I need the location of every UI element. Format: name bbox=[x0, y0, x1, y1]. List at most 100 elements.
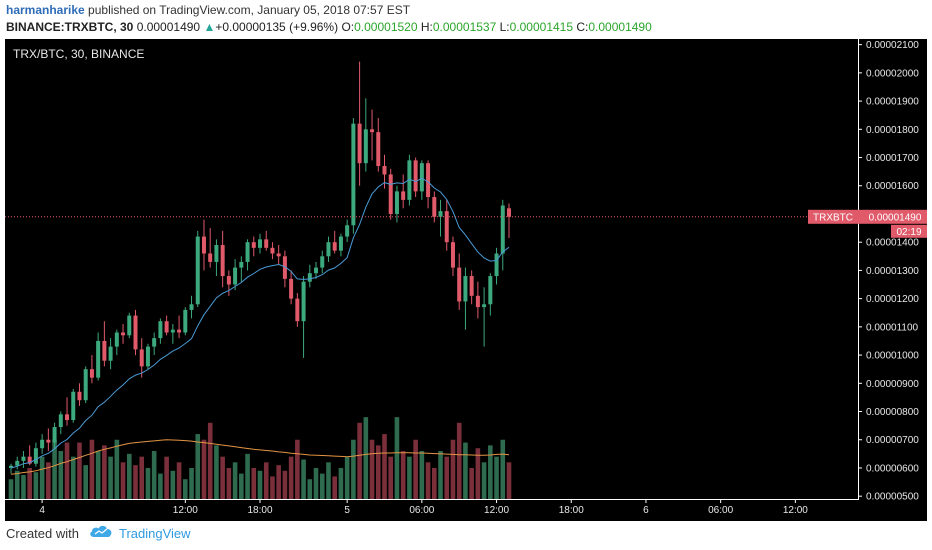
candle-body bbox=[158, 321, 163, 339]
published-text: published on TradingView.com, January 05… bbox=[88, 3, 411, 17]
candle-body bbox=[77, 391, 82, 401]
volume-bar bbox=[363, 417, 369, 499]
volume-bar bbox=[276, 465, 281, 499]
volume-bar bbox=[270, 476, 275, 499]
candle-body bbox=[494, 253, 499, 277]
candle-body bbox=[189, 304, 194, 310]
candle-body bbox=[370, 129, 375, 133]
candle-body bbox=[301, 281, 306, 322]
volume-bar bbox=[375, 445, 381, 499]
candle-body bbox=[338, 236, 343, 251]
volume-bar bbox=[450, 439, 456, 499]
volume-bar bbox=[151, 451, 157, 499]
candle-body bbox=[419, 163, 424, 192]
time-tick-label: 12:00 bbox=[484, 505, 509, 516]
slow-moving-average-line bbox=[10, 439, 510, 475]
volume-bar bbox=[463, 442, 468, 499]
candle-body bbox=[183, 309, 188, 333]
candle-body bbox=[320, 256, 325, 268]
tradingview-brand-link[interactable]: TradingView bbox=[118, 526, 191, 541]
time-tick-label: 12:00 bbox=[173, 505, 198, 516]
volume-bar bbox=[77, 442, 82, 499]
candle-body bbox=[220, 245, 225, 277]
candle-body bbox=[357, 123, 362, 164]
volume-bar bbox=[394, 417, 400, 499]
tradingview-cloud-icon[interactable] bbox=[89, 522, 113, 546]
candle-body bbox=[488, 276, 493, 305]
price-tick-label: 0.00000800 bbox=[866, 407, 919, 418]
candle-body bbox=[52, 427, 57, 443]
volume-bar bbox=[407, 456, 412, 499]
volume-bar bbox=[288, 456, 294, 499]
candle-body bbox=[475, 295, 480, 308]
volume-bar bbox=[245, 453, 250, 499]
author-name[interactable]: harmanharike bbox=[6, 3, 85, 17]
volume-bar bbox=[133, 465, 138, 499]
candle-body bbox=[314, 267, 319, 274]
volume-bar bbox=[263, 462, 269, 499]
volume-bar bbox=[506, 462, 512, 499]
moving-averages bbox=[10, 177, 510, 475]
volume-bar bbox=[108, 456, 113, 499]
candle-body bbox=[102, 340, 107, 361]
candle-body bbox=[270, 247, 275, 254]
time-axis[interactable] bbox=[5, 500, 927, 521]
volume-bar bbox=[481, 462, 487, 499]
time-tick-label: 18:00 bbox=[247, 505, 272, 516]
price-tick-label: 0.00001700 bbox=[866, 153, 919, 164]
candle-body bbox=[15, 460, 20, 466]
candle-body bbox=[282, 256, 287, 279]
ohlc-line: BINANCE:TRXBTC, 30 0.00001490 ▲+0.000001… bbox=[6, 18, 652, 36]
time-tick-label: 5 bbox=[344, 505, 350, 516]
high-label: H: bbox=[420, 20, 433, 34]
countdown-tag: 02:19 bbox=[896, 227, 921, 238]
candle-body bbox=[258, 239, 262, 248]
candle-body bbox=[326, 242, 331, 257]
time-tick-label: 18:00 bbox=[559, 505, 584, 516]
volume-bar bbox=[494, 456, 499, 499]
candle-body bbox=[170, 329, 175, 333]
candle-body bbox=[65, 414, 70, 420]
candle-body bbox=[139, 349, 144, 367]
price-tick-label: 0.00001100 bbox=[866, 322, 919, 333]
plot-area[interactable] bbox=[5, 39, 858, 499]
candle-body bbox=[239, 261, 244, 268]
fast-moving-average-line bbox=[10, 177, 510, 469]
volume-bar bbox=[207, 422, 213, 499]
volume-bar bbox=[102, 445, 107, 499]
time-tick-label: 4 bbox=[39, 505, 45, 516]
volume-bar bbox=[126, 453, 132, 499]
time-tick-label: 06:00 bbox=[708, 505, 733, 516]
candle-body bbox=[145, 346, 150, 367]
price-axis[interactable] bbox=[858, 39, 927, 521]
symbol-tag-label: TRXBTC bbox=[813, 212, 853, 223]
candle-body bbox=[332, 242, 337, 251]
price-tick-label: 0.00001000 bbox=[866, 351, 919, 362]
candle-body bbox=[83, 369, 88, 401]
price-chart[interactable]: TRX/BTC, 30, BINANCE 0.00002100 0.0000200… bbox=[5, 39, 927, 521]
volume-bar bbox=[475, 448, 481, 499]
candle-body bbox=[58, 414, 63, 428]
candle-body bbox=[413, 160, 418, 192]
candle-body bbox=[177, 329, 182, 333]
candle-body bbox=[457, 267, 462, 302]
volume-bar bbox=[195, 434, 201, 499]
candle-body bbox=[407, 160, 412, 200]
volume-bar bbox=[226, 467, 232, 499]
volume-bar bbox=[33, 472, 39, 499]
volume-bar bbox=[8, 479, 14, 499]
volume-bar bbox=[239, 473, 244, 499]
price-tag-bg bbox=[858, 209, 927, 224]
candle-body bbox=[89, 369, 94, 378]
volume-bar bbox=[95, 451, 101, 499]
candle-body bbox=[295, 298, 300, 322]
volume-bar bbox=[58, 451, 64, 499]
candle-body bbox=[214, 245, 219, 262]
volume-bar bbox=[201, 439, 207, 499]
candle-body bbox=[71, 391, 76, 420]
volume-bar bbox=[46, 462, 51, 499]
volume-bar bbox=[232, 462, 238, 499]
close-value: 0.00001490 bbox=[588, 20, 652, 34]
candle-body bbox=[108, 346, 113, 361]
candle-body bbox=[289, 278, 294, 299]
